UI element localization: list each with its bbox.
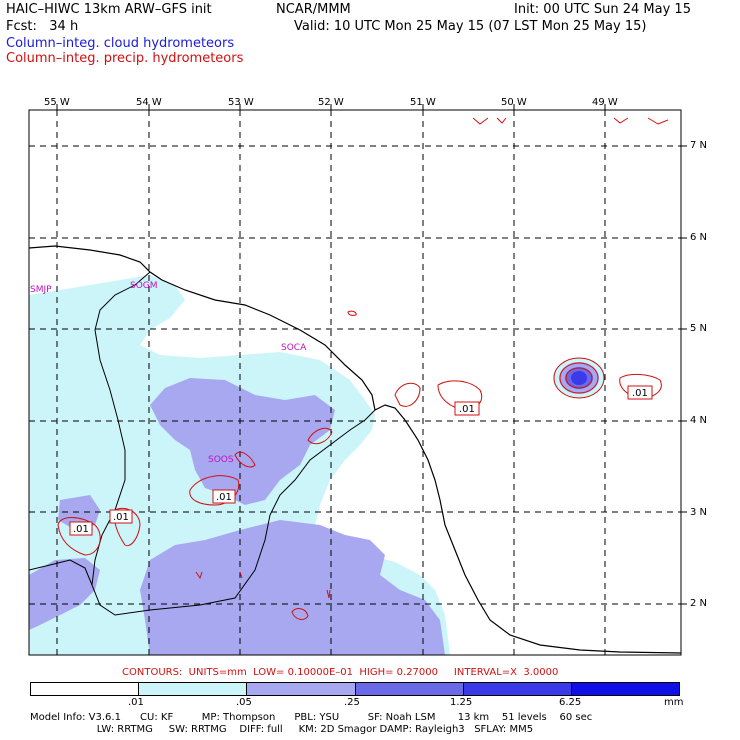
contour-label: .01 (73, 524, 89, 535)
lat-label: 3 N (690, 507, 708, 518)
cloud-shading-medium (150, 378, 335, 505)
station-label: SOOS (208, 455, 234, 465)
colorbar-segment (463, 683, 572, 695)
contour-info: CONTOURS: UNITS=mm LOW= 0.10000E–01 HIGH… (122, 667, 559, 678)
station-label: SOGM (130, 281, 158, 291)
lat-label: 5 N (690, 323, 708, 334)
lat-label: 6 N (690, 232, 708, 243)
colorbar-segment (31, 683, 140, 695)
forecast-hour: Fcst: 34 h (6, 19, 79, 34)
lon-label: 49 W (592, 97, 618, 108)
valid-time: Valid: 10 UTC Mon 25 May 15 (07 LST Mon … (294, 19, 647, 34)
map-frame (28, 109, 682, 656)
colorbar-label: .01 (128, 697, 144, 708)
border (91, 271, 376, 616)
model-info-line2: LW: RRTMG SW: RRTMG DIFF: full KM: 2D Sm… (30, 724, 534, 735)
lat-lon-grid (29, 110, 681, 655)
colorbar-label: 1.25 (450, 697, 473, 708)
contour-label: .01 (216, 492, 232, 503)
colorbar (30, 682, 680, 696)
lon-label: 52 W (318, 97, 344, 108)
contour-label: .01 (113, 512, 129, 523)
lon-label: 51 W (410, 97, 436, 108)
lon-label: 50 W (501, 97, 527, 108)
cloud-shading-medium (140, 520, 445, 655)
colorbar-label: .05 (236, 697, 252, 708)
contour-label-box (69, 385, 653, 536)
contour-label: .01 (459, 404, 475, 415)
colorbar-segment (139, 683, 248, 695)
border (29, 559, 93, 586)
station-label: SMJP (30, 285, 52, 295)
colorbar-units: mm (664, 697, 684, 708)
colorbar-segment (355, 683, 464, 695)
field-precip-label: Column–integ. precip. hydrometeors (6, 51, 244, 66)
coastline (29, 245, 681, 654)
colorbar-label: .25 (344, 697, 360, 708)
init-time: Init: 00 UTC Sun 24 May 15 (514, 2, 691, 17)
precip-contours (57, 117, 669, 620)
colorbar-label: 6.25 (559, 697, 582, 708)
cloud-shading-medium (29, 558, 100, 630)
model-title: HAIC–HIWC 13km ARW–GFS init (6, 2, 212, 17)
model-info-line1: Model Info: V3.6.1 CU: KF MP: Thompson P… (30, 712, 593, 723)
lat-label: 7 N (690, 140, 708, 151)
lon-label: 53 W (228, 97, 254, 108)
org-label: NCAR/MMM (276, 2, 351, 17)
colorbar-segment (247, 683, 356, 695)
lon-label: 55 W (44, 97, 70, 108)
lon-label: 54 W (136, 97, 162, 108)
colorbar-segment (571, 683, 680, 695)
station-label: SOCA (281, 343, 307, 353)
field-cloud-label: Column–integ. cloud hydrometeors (6, 36, 235, 51)
contour-label: .01 (632, 388, 648, 399)
cloud-shading-intense (571, 371, 587, 385)
lat-label: 4 N (690, 415, 708, 426)
lat-label: 2 N (690, 598, 708, 609)
